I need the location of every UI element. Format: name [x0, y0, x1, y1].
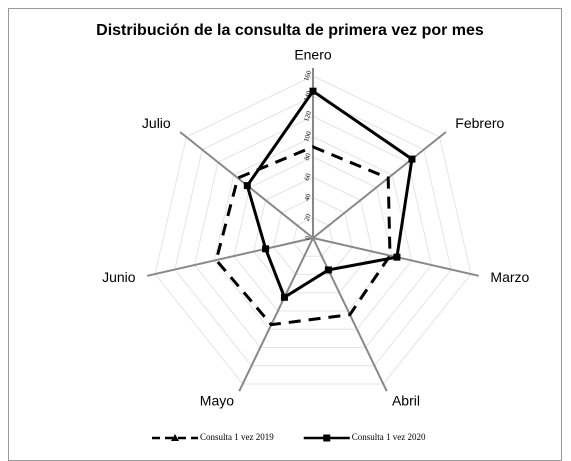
r-tick-label: 20	[303, 212, 313, 222]
grid-line	[272, 196, 354, 275]
legend-label: Consulta 1 vez 2019	[200, 432, 274, 442]
axis-line	[238, 237, 314, 392]
r-tick-label: 160	[302, 69, 313, 82]
series-line	[214, 145, 392, 327]
chart-frame	[8, 8, 562, 461]
grid-line	[253, 176, 373, 294]
category-label: Marzo	[490, 269, 529, 285]
category-label: Mayo	[200, 393, 234, 409]
r-tick-label: 120	[302, 110, 313, 123]
grid-line	[174, 95, 452, 367]
series-line	[245, 89, 414, 300]
data-point	[408, 155, 416, 163]
category-label: Febrero	[455, 115, 504, 131]
legend-marker	[171, 434, 179, 441]
category-label: Abril	[392, 393, 420, 409]
legend-marker	[323, 434, 331, 442]
data-point	[262, 245, 270, 253]
data-point	[309, 87, 317, 95]
grid-line	[292, 217, 334, 257]
legend-label: Consulta 1 vez 2020	[352, 432, 426, 442]
chart-title: Distribución de la consulta de primera v…	[96, 22, 484, 39]
r-tick-label: 100	[302, 130, 313, 143]
grid-line	[233, 156, 393, 312]
grid-line	[194, 115, 432, 348]
data-point	[243, 182, 251, 190]
data-point	[324, 266, 332, 274]
axis-line	[147, 237, 314, 277]
r-tick-label: 140	[302, 89, 313, 102]
category-label: Julio	[142, 115, 171, 131]
category-label: Junio	[102, 269, 136, 285]
r-tick-label: 80	[303, 152, 313, 162]
data-point	[393, 253, 401, 261]
r-tick-label: 60	[303, 172, 313, 182]
category-label: Enero	[294, 47, 332, 63]
r-tick-label: 40	[303, 192, 313, 202]
grid-line	[213, 136, 413, 330]
r-tick-label: 0	[303, 234, 312, 240]
grid-line	[154, 75, 472, 385]
data-point	[280, 293, 288, 301]
axis-line	[312, 131, 447, 239]
